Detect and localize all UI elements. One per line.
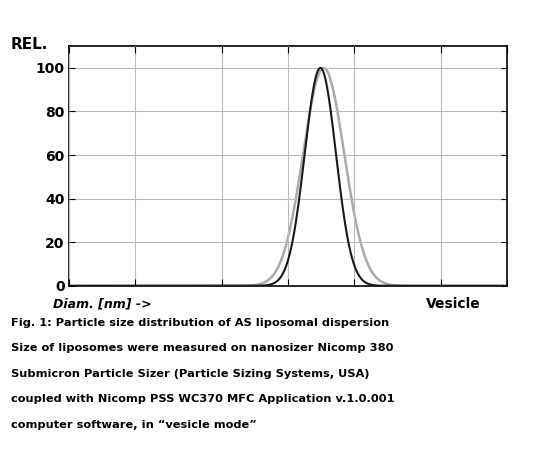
- Text: Diam. [nm] ->: Diam. [nm] ->: [53, 297, 152, 310]
- Text: Size of liposomes were measured on nanosizer Nicomp 380: Size of liposomes were measured on nanos…: [11, 343, 393, 354]
- Text: REL.: REL.: [11, 37, 48, 52]
- Text: Fig. 1: Particle size distribution of AS liposomal dispersion: Fig. 1: Particle size distribution of AS…: [11, 318, 389, 328]
- Text: coupled with Nicomp PSS WC370 MFC Application v.1.0.001: coupled with Nicomp PSS WC370 MFC Applic…: [11, 394, 394, 404]
- Text: Vesicle: Vesicle: [426, 297, 481, 311]
- Text: Submicron Particle Sizer (Particle Sizing Systems, USA): Submicron Particle Sizer (Particle Sizin…: [11, 369, 369, 379]
- Text: computer software, in “vesicle mode”: computer software, in “vesicle mode”: [11, 420, 256, 430]
